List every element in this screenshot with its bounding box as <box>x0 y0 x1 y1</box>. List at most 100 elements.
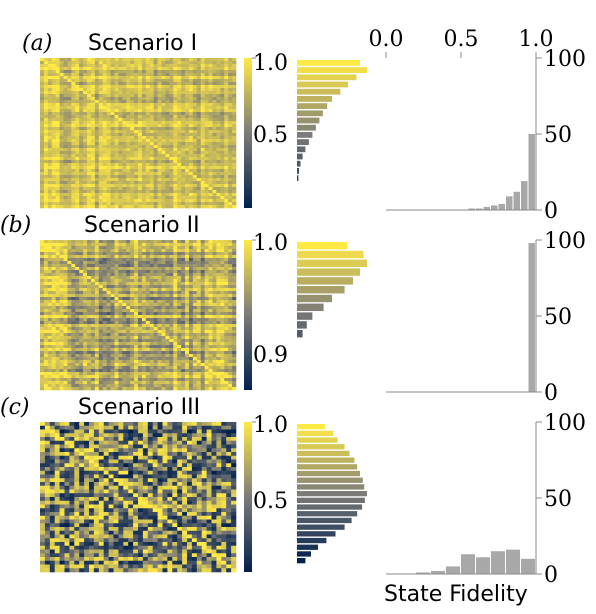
heatmap-cell <box>145 378 151 382</box>
heatmap-cell <box>212 249 217 253</box>
heatmap-cell <box>126 142 131 146</box>
heatmap-cell <box>177 384 182 388</box>
heatmap-cell <box>118 202 123 206</box>
heatmap-cell <box>134 258 139 262</box>
heatmap-cell <box>126 303 131 307</box>
heatmap-cell <box>130 64 135 68</box>
heatmap-cell <box>134 202 139 206</box>
heatmap-cell <box>196 64 202 68</box>
heatmap-cell <box>208 151 213 155</box>
heatmap-cell <box>130 321 135 325</box>
heatmap-cell <box>212 285 217 289</box>
heatmap-cell <box>212 193 217 197</box>
heatmap-cell <box>90 91 96 95</box>
heatmap-cell <box>145 166 151 170</box>
heatmap-cell <box>216 375 221 379</box>
heatmap-cell <box>134 318 139 322</box>
heatmap-cell <box>67 70 72 74</box>
heatmap-cell <box>188 67 194 71</box>
heatmap-cell <box>43 166 49 170</box>
heatmap-cell <box>51 127 56 131</box>
heatmap-cell <box>130 205 135 209</box>
heatmap-cell <box>110 267 115 271</box>
heatmap-cell <box>71 282 76 286</box>
heatmap-title-a: Scenario I <box>88 31 197 56</box>
heatmap-cell <box>122 82 127 86</box>
heatmap-cell <box>185 97 190 101</box>
heatmap-cell <box>220 366 225 370</box>
heatmap-cell <box>232 282 237 286</box>
heatmap-cell <box>75 64 80 68</box>
heatmap-cell <box>94 127 100 131</box>
heatmap-cell <box>161 94 166 98</box>
heatmap-cell <box>87 246 92 250</box>
heatmap-cell <box>188 273 194 277</box>
heatmap-cell <box>130 351 135 355</box>
heatmap-cell <box>79 187 84 191</box>
heatmap-cell <box>177 133 182 137</box>
heatmap-cell <box>153 324 158 328</box>
heatmap-cell <box>228 118 233 122</box>
heatmap-cell <box>114 249 119 253</box>
heatmap-cell <box>47 273 53 277</box>
heatmap-cell <box>161 273 166 277</box>
heatmap-cell <box>63 166 68 170</box>
heatmap-cell <box>181 154 186 158</box>
heatmap-cell <box>55 79 60 83</box>
heatmap-cell <box>149 261 154 265</box>
heatmap-cell <box>102 321 107 325</box>
heatmap-cell <box>79 163 84 167</box>
heatmap-cell <box>79 276 84 280</box>
heatmap-cell <box>145 136 151 140</box>
heatmap-cell <box>141 190 147 194</box>
heatmap-cell <box>51 306 56 310</box>
heatmap-cell <box>87 324 92 328</box>
heatmap-cell <box>102 121 107 125</box>
heatmap-cell <box>224 288 229 292</box>
heatmap-cell <box>169 321 174 325</box>
heatmap-cell <box>106 312 111 316</box>
heatmap-cell <box>79 199 84 203</box>
heatmap-cell <box>185 282 190 286</box>
heatmap-cell <box>118 279 123 283</box>
heatmap-cell <box>130 345 135 349</box>
heatmap-cell <box>216 175 221 179</box>
heatmap-cell <box>110 76 115 80</box>
heatmap-cell <box>188 121 194 125</box>
heatmap-cell <box>59 267 64 271</box>
heatmap-cell <box>114 88 119 92</box>
heatmap-cell <box>75 318 80 322</box>
heatmap-cell <box>204 109 209 113</box>
heatmap-cell <box>141 282 147 286</box>
heatmap-cell <box>47 130 53 134</box>
heatmap-cell <box>87 175 92 179</box>
heatmap-cell <box>43 172 49 176</box>
heatmap-cell <box>55 67 60 71</box>
heatmap-cell <box>228 330 233 334</box>
heatmap-cell <box>224 67 229 71</box>
heatmap-cell <box>216 157 221 161</box>
heatmap-cell <box>63 348 68 352</box>
heatmap-cell <box>169 345 174 349</box>
heatmap-cell <box>169 375 174 379</box>
heatmap-cell <box>153 246 158 250</box>
heatmap-cell <box>141 82 147 86</box>
heatmap-cell <box>40 303 45 307</box>
heatmap-cell <box>212 375 217 379</box>
heatmap-cell <box>153 112 158 116</box>
heatmap-cell <box>169 297 174 301</box>
heatmap-cell <box>141 300 147 304</box>
heatmap-cell <box>177 85 182 89</box>
heatmap-cell <box>130 387 135 391</box>
heatmap-cell <box>55 330 60 334</box>
heatmap-cell <box>51 363 56 367</box>
heatmap-cell <box>204 133 209 137</box>
heatmap-cell <box>98 160 104 164</box>
heatmap-cell <box>51 297 56 301</box>
heatmap-cell <box>141 384 147 388</box>
heatmap-cell <box>181 190 186 194</box>
heatmap-cell <box>216 145 221 149</box>
heatmap-cell <box>110 315 115 319</box>
heatmap-cell <box>98 163 104 167</box>
heatmap-cell <box>134 312 139 316</box>
